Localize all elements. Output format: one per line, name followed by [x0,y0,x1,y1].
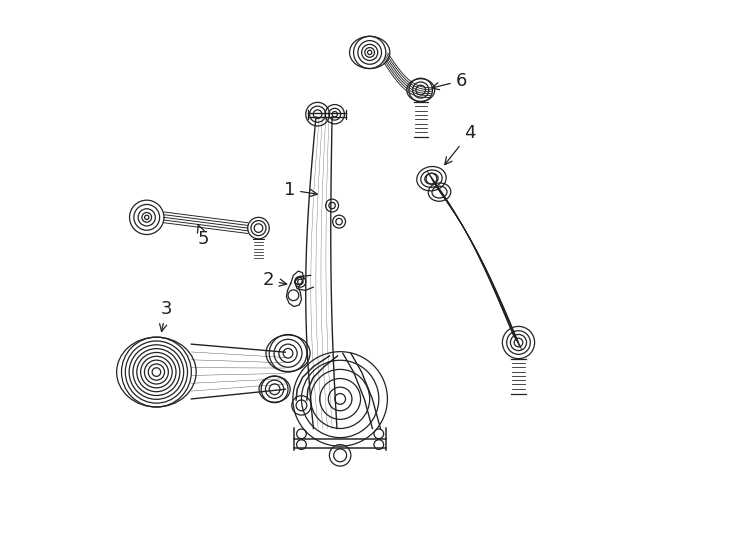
Text: 4: 4 [445,124,475,165]
Text: 3: 3 [159,300,172,332]
Text: 1: 1 [284,181,317,199]
Text: 5: 5 [197,225,209,248]
Text: 2: 2 [262,271,287,289]
Text: 6: 6 [432,72,467,90]
